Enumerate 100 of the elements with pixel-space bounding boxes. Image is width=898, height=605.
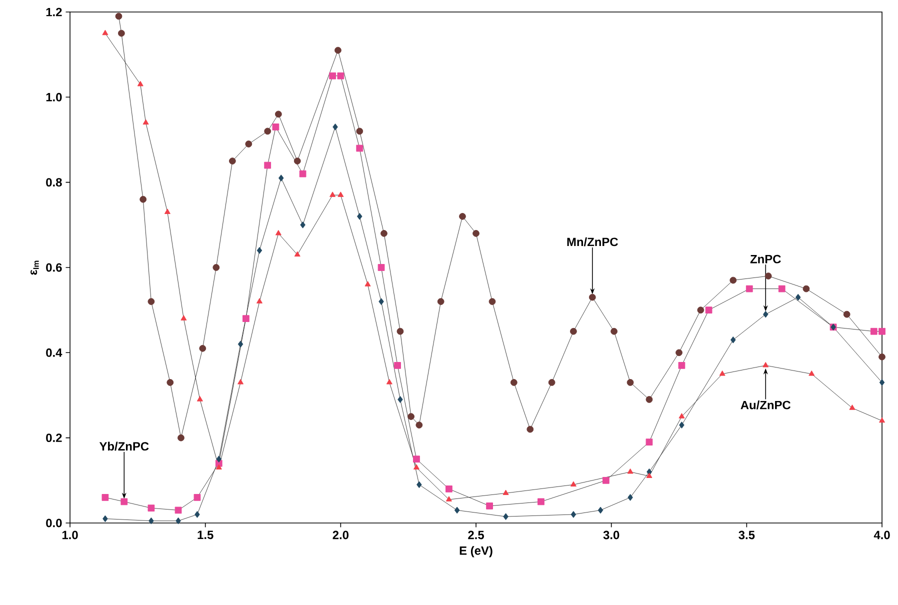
point (602, 476, 610, 484)
point (364, 281, 371, 286)
point (148, 517, 154, 524)
point (242, 315, 250, 322)
point (764, 272, 772, 280)
point (510, 379, 518, 386)
point (294, 158, 301, 164)
point (272, 124, 280, 130)
point (275, 230, 282, 236)
point (102, 494, 109, 501)
point (413, 464, 420, 470)
y-tick-label: 1.2 (46, 8, 62, 16)
y-tick-label: 0.6 (46, 263, 62, 272)
point (238, 340, 244, 348)
point (588, 294, 596, 301)
point (778, 285, 786, 292)
point (174, 506, 182, 514)
point (196, 396, 203, 402)
x-axis-title: E (eV) (460, 546, 492, 558)
point (194, 511, 200, 518)
point (454, 506, 460, 514)
point (380, 230, 388, 237)
point (386, 379, 392, 384)
point (697, 306, 704, 314)
point (486, 502, 493, 510)
point (502, 490, 509, 496)
point (795, 294, 801, 301)
point (646, 472, 652, 478)
point (300, 221, 306, 228)
point (446, 485, 452, 492)
point (526, 426, 534, 433)
x-tick-label: 2.5 (468, 530, 484, 540)
point (394, 362, 401, 369)
point (329, 72, 336, 80)
point (338, 192, 344, 197)
y-tick-label: 1.0 (46, 92, 62, 102)
x-tick-label: 1.5 (198, 530, 214, 540)
point (176, 517, 181, 524)
point (762, 362, 769, 368)
point (570, 481, 576, 487)
point (626, 379, 634, 386)
point (730, 276, 737, 284)
point (408, 413, 414, 420)
point (238, 379, 244, 384)
point (472, 230, 480, 237)
point (102, 515, 108, 522)
point (148, 504, 155, 512)
point (878, 328, 886, 335)
point (378, 264, 385, 271)
point (216, 456, 222, 463)
point (137, 80, 144, 86)
y-tick-label: 0.2 (46, 434, 62, 442)
point (413, 456, 420, 463)
point (878, 353, 886, 360)
point (102, 30, 108, 36)
point (808, 370, 815, 376)
point (212, 264, 220, 271)
point (256, 298, 262, 304)
point (256, 247, 262, 254)
point (628, 494, 633, 501)
point (332, 124, 338, 130)
point (730, 336, 736, 344)
annotation: ZnPC (750, 254, 781, 264)
point (164, 208, 170, 214)
x-tick-label: 3.5 (738, 530, 755, 540)
point (570, 511, 576, 518)
point (337, 72, 344, 80)
point (140, 196, 147, 203)
point (180, 315, 187, 320)
point (488, 298, 496, 305)
x-tick-label: 1.0 (62, 530, 78, 540)
point (679, 422, 684, 428)
point (719, 370, 726, 376)
point (199, 344, 206, 352)
point (299, 170, 306, 178)
point (398, 396, 403, 403)
point (264, 162, 272, 169)
point (278, 174, 284, 182)
point (166, 379, 174, 386)
annotation: Au/ZnPC (740, 400, 791, 410)
point (194, 494, 201, 501)
point (678, 413, 685, 418)
point (705, 306, 712, 314)
point (274, 110, 282, 118)
point (228, 158, 236, 164)
x-tick-label: 4.0 (874, 530, 890, 540)
point (446, 496, 452, 502)
x-tick-label: 3.0 (603, 530, 620, 540)
x-tick-label: 2.0 (332, 530, 348, 540)
point (118, 30, 125, 37)
point (245, 140, 252, 148)
point (503, 513, 508, 520)
point (178, 434, 184, 442)
point (416, 422, 423, 428)
point (598, 506, 604, 514)
point (148, 298, 155, 305)
point (416, 481, 422, 488)
point (378, 298, 384, 305)
point (538, 498, 544, 506)
point (646, 396, 653, 403)
